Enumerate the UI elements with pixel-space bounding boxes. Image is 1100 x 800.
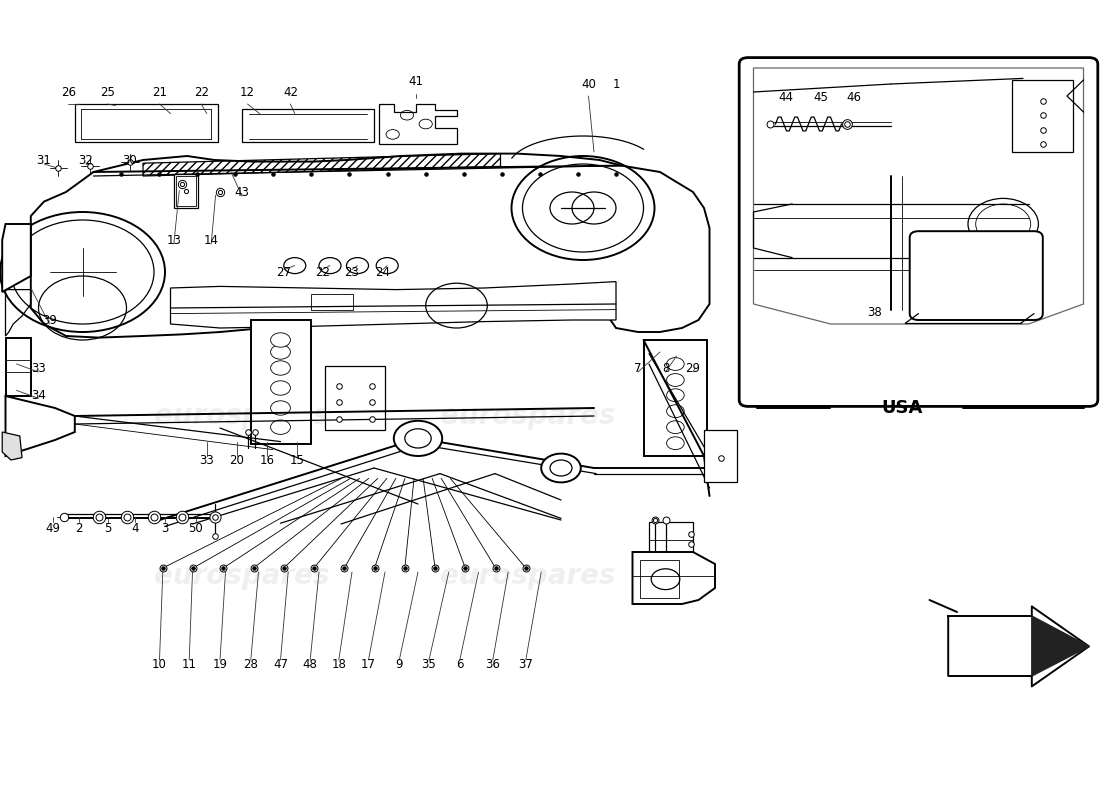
Text: 6: 6	[456, 658, 463, 670]
Text: 32: 32	[78, 154, 94, 166]
Bar	[640, 560, 679, 598]
Polygon shape	[2, 224, 31, 292]
Text: 1: 1	[613, 78, 619, 90]
Text: 17: 17	[361, 658, 376, 670]
Text: 27: 27	[276, 266, 292, 278]
Bar	[311, 294, 353, 310]
Text: USA: USA	[881, 399, 923, 417]
Circle shape	[271, 381, 290, 395]
Bar	[1012, 80, 1072, 152]
Bar	[176, 176, 196, 206]
Text: 4: 4	[132, 522, 139, 534]
Text: 30: 30	[122, 154, 138, 166]
Text: 41: 41	[408, 75, 424, 88]
Bar	[242, 109, 374, 142]
Text: 23: 23	[344, 266, 360, 278]
Circle shape	[667, 358, 684, 370]
Bar	[649, 522, 693, 552]
Text: 33: 33	[31, 362, 46, 374]
Bar	[251, 320, 311, 444]
Text: 36: 36	[485, 658, 501, 670]
Circle shape	[271, 361, 290, 375]
Text: eurospares: eurospares	[440, 562, 616, 590]
Circle shape	[271, 345, 290, 359]
Text: 14: 14	[204, 234, 219, 246]
Bar	[75, 104, 218, 142]
Text: 13: 13	[166, 234, 182, 246]
Circle shape	[667, 405, 684, 418]
Circle shape	[394, 421, 442, 456]
Circle shape	[541, 454, 581, 482]
Polygon shape	[170, 282, 616, 328]
Text: 26: 26	[60, 86, 76, 98]
Text: 42: 42	[283, 86, 298, 98]
Text: 50: 50	[188, 522, 204, 534]
Text: 33: 33	[199, 454, 214, 466]
Polygon shape	[754, 68, 1084, 324]
Bar	[174, 174, 198, 208]
Circle shape	[271, 420, 290, 434]
Text: 49: 49	[45, 522, 60, 534]
Bar	[644, 340, 707, 456]
Text: eurospares: eurospares	[154, 562, 330, 590]
Text: 24: 24	[375, 266, 390, 278]
Bar	[324, 366, 385, 430]
Text: 18: 18	[331, 658, 346, 670]
Text: 43: 43	[234, 186, 250, 198]
Text: 7: 7	[635, 362, 641, 374]
Circle shape	[667, 437, 684, 450]
Text: eurospares: eurospares	[154, 402, 330, 430]
Circle shape	[667, 374, 684, 386]
Text: 2: 2	[76, 522, 82, 534]
Polygon shape	[948, 606, 1089, 686]
Text: 21: 21	[152, 86, 167, 98]
Text: 9: 9	[396, 658, 403, 670]
Text: 39: 39	[42, 314, 57, 326]
Text: 22: 22	[315, 266, 330, 278]
Text: 11: 11	[182, 658, 197, 670]
Polygon shape	[632, 552, 715, 604]
FancyBboxPatch shape	[910, 231, 1043, 320]
Text: 31: 31	[36, 154, 52, 166]
Text: 48: 48	[302, 658, 318, 670]
FancyBboxPatch shape	[739, 58, 1098, 406]
Text: 20: 20	[229, 454, 244, 466]
Polygon shape	[2, 432, 22, 460]
Polygon shape	[1032, 616, 1089, 676]
Text: 38: 38	[867, 306, 882, 318]
Text: 3: 3	[162, 522, 168, 534]
Text: 46: 46	[846, 91, 861, 104]
Text: 25: 25	[100, 86, 116, 98]
Text: 22: 22	[194, 86, 209, 98]
Text: 19: 19	[212, 658, 228, 670]
Bar	[704, 430, 737, 482]
Circle shape	[271, 401, 290, 415]
Text: 5: 5	[104, 522, 111, 534]
Text: 12: 12	[240, 86, 255, 98]
Circle shape	[271, 333, 290, 347]
Text: 10: 10	[152, 658, 167, 670]
Text: 47: 47	[273, 658, 288, 670]
Text: 8: 8	[662, 362, 669, 374]
Text: 35: 35	[421, 658, 437, 670]
Text: 29: 29	[685, 362, 701, 374]
Text: 28: 28	[243, 658, 258, 670]
Text: 44: 44	[778, 91, 793, 104]
Text: eurospares: eurospares	[440, 402, 616, 430]
Circle shape	[667, 421, 684, 434]
Circle shape	[667, 389, 684, 402]
Text: 34: 34	[31, 389, 46, 402]
Text: 16: 16	[260, 454, 275, 466]
Text: 45: 45	[813, 91, 828, 104]
Text: 37: 37	[518, 658, 534, 670]
Text: 40: 40	[581, 78, 596, 90]
Text: 15: 15	[289, 454, 305, 466]
